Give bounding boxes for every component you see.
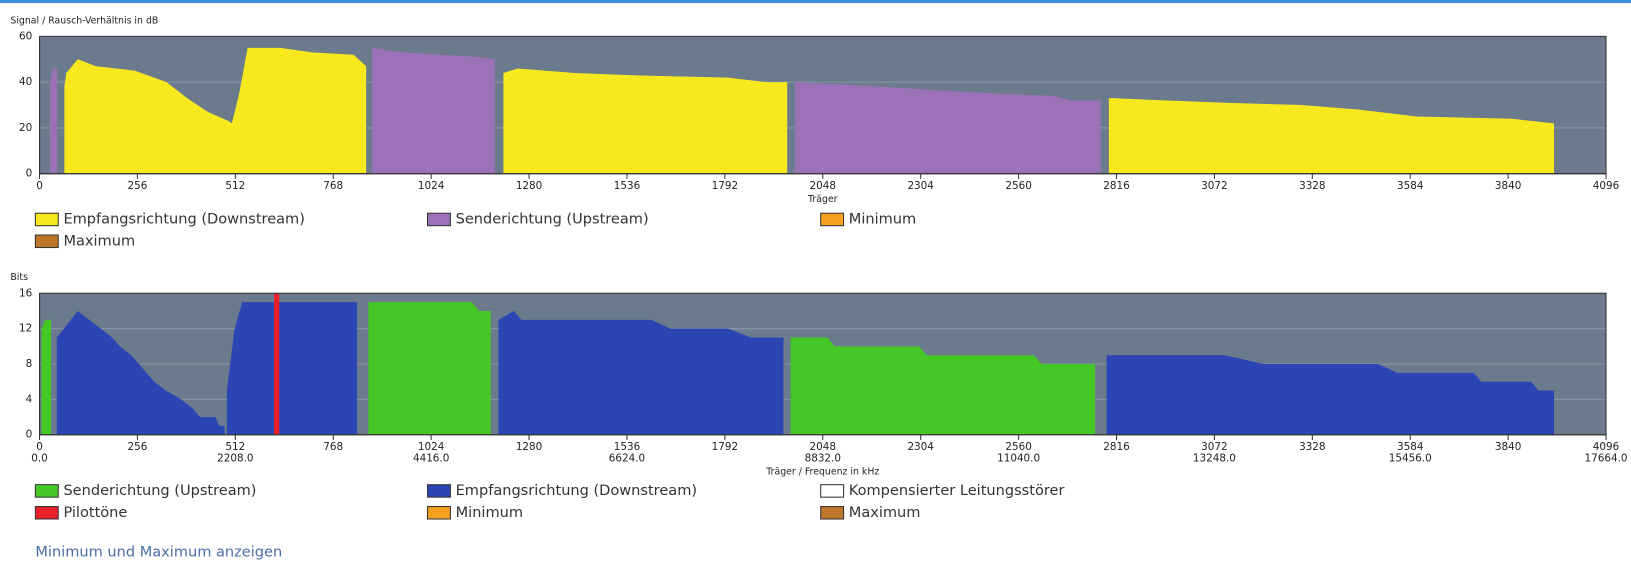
x-tick-label: 3584 — [1397, 180, 1424, 192]
show-min-max-link[interactable]: Minimum und Maximum anzeigen — [35, 543, 282, 560]
y-tick-label: 8 — [26, 358, 33, 370]
y-tick-label: 0 — [26, 168, 33, 180]
x-tick-label: 1280 — [516, 441, 542, 453]
y-axis-label: Bits — [10, 272, 28, 283]
x-tick-label: 2816 — [1103, 441, 1129, 453]
x-tick-label: 3328 — [1299, 441, 1325, 453]
x-tick-label: 3840 — [1495, 441, 1521, 453]
legend-label: Senderichtung (Upstream) — [63, 482, 256, 499]
x-tick-label: 1792 — [712, 441, 738, 453]
x-tick-label: 512 — [225, 180, 245, 192]
legend-swatch — [820, 484, 845, 498]
x-tick-label: 768 — [323, 441, 343, 453]
legend-swatch — [426, 484, 451, 498]
freq-tick-label: 11040.0 — [997, 453, 1040, 465]
legend-swatch — [426, 212, 451, 227]
legend-label: Pilottöne — [63, 504, 127, 521]
x-tick-label: 2304 — [907, 180, 934, 192]
legend-swatch — [820, 506, 845, 520]
legend-swatch — [34, 484, 59, 498]
freq-tick-label: 2208.0 — [217, 453, 253, 465]
x-tick-label: 1024 — [418, 180, 445, 192]
legend-label: Senderichtung (Upstream) — [456, 210, 649, 227]
x-tick-label: 3328 — [1299, 180, 1325, 192]
legend-swatch — [426, 506, 451, 520]
x-tick-label: 1792 — [712, 180, 738, 192]
area — [56, 302, 1555, 435]
area — [49, 47, 1101, 174]
x-tick-label: 2560 — [1005, 180, 1031, 192]
x-tick-label: 2304 — [907, 441, 934, 453]
y-tick-label: 40 — [19, 76, 32, 88]
legend-label: Empfangsrichtung (Downstream) — [456, 482, 697, 499]
freq-tick-label: 8832.0 — [805, 453, 841, 465]
x-axis-label: Träger — [807, 194, 838, 205]
x-tick-label: 3840 — [1495, 180, 1521, 192]
y-tick-label: 4 — [26, 393, 33, 405]
x-tick-label: 256 — [128, 180, 148, 192]
freq-tick-label: 6624.0 — [609, 453, 645, 465]
legend-label: Minimum — [849, 210, 916, 227]
x-tick-label: 0 — [36, 441, 43, 453]
x-tick-label: 4096 — [1593, 180, 1619, 192]
x-tick-label: 512 — [225, 441, 245, 453]
legend-label: Kompensierter Leitungsstörer — [849, 482, 1065, 499]
freq-tick-label: 13248.0 — [1193, 453, 1236, 465]
x-tick-label: 3584 — [1397, 441, 1424, 453]
x-tick-label: 0 — [36, 180, 43, 192]
x-axis-label: Träger / Frequenz in kHz — [765, 467, 879, 478]
x-tick-label: 3072 — [1201, 441, 1227, 453]
legend-label: Empfangsrichtung (Downstream) — [63, 210, 304, 227]
y-tick-label: 0 — [26, 429, 33, 441]
x-tick-label: 2816 — [1103, 180, 1129, 192]
x-tick-label: 1024 — [418, 441, 445, 453]
legend-swatch — [34, 506, 59, 520]
freq-tick-label: 4416.0 — [413, 453, 449, 465]
x-tick-label: 2048 — [810, 180, 836, 192]
x-tick-label: 768 — [323, 180, 343, 192]
legend-label: Minimum — [456, 504, 523, 521]
legend-swatch — [34, 212, 59, 227]
y-axis-label: Signal / Rausch-Verhältnis in dB — [10, 15, 158, 26]
x-tick-label: 4096 — [1593, 441, 1619, 453]
x-tick-label: 1536 — [614, 441, 640, 453]
legend-label: Maximum — [63, 232, 135, 249]
y-tick-label: 16 — [19, 287, 32, 299]
legend-swatch — [34, 234, 59, 249]
top-bar — [0, 0, 1631, 4]
freq-tick-label: 17664.0 — [1585, 453, 1628, 465]
x-tick-label: 2560 — [1005, 441, 1031, 453]
x-tick-label: 1536 — [614, 180, 640, 192]
legend-swatch — [820, 212, 845, 227]
area — [64, 47, 1555, 174]
x-tick-label: 1280 — [516, 180, 542, 192]
freq-tick-label: 15456.0 — [1389, 453, 1432, 465]
y-tick-label: 20 — [19, 122, 32, 134]
bar — [274, 293, 280, 435]
x-tick-label: 256 — [128, 441, 148, 453]
area — [41, 302, 1096, 435]
y-tick-label: 12 — [19, 323, 32, 335]
x-tick-label: 3072 — [1201, 180, 1227, 192]
y-tick-label: 60 — [19, 30, 32, 42]
legend-label: Maximum — [849, 504, 921, 521]
freq-tick-label: 0.0 — [31, 453, 48, 465]
x-tick-label: 2048 — [810, 441, 836, 453]
